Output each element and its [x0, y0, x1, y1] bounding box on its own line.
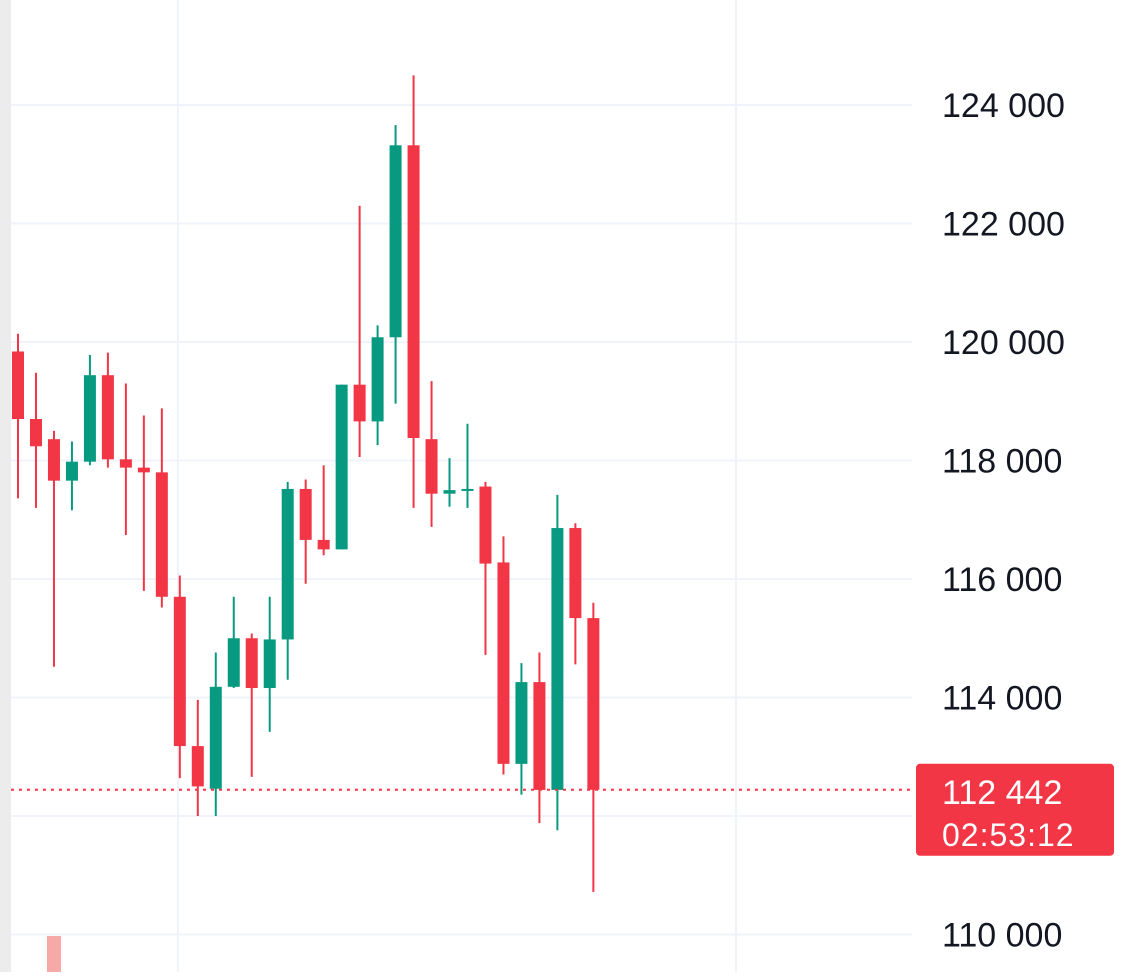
candle[interactable] — [65, 441, 78, 511]
candle[interactable] — [263, 596, 276, 732]
candle-body — [101, 375, 114, 460]
candle-body — [263, 639, 276, 689]
y-axis-tick-label: 120 000 — [942, 324, 1065, 362]
y-axis-tick-label: 124 000 — [942, 87, 1065, 125]
y-axis-tick-label: 110 000 — [942, 917, 1062, 955]
price-axis[interactable]: 124 000 122 000 120 000 118 000 116 000 114 0… — [942, 87, 1065, 955]
candle-body — [83, 375, 96, 462]
candle[interactable] — [209, 652, 222, 816]
candle-body — [479, 486, 492, 564]
candle[interactable] — [551, 494, 564, 831]
candle[interactable] — [353, 205, 366, 457]
y-axis-tick-label: 114 000 — [942, 680, 1062, 718]
candle-body — [515, 682, 528, 764]
candle[interactable] — [479, 481, 492, 655]
candle[interactable] — [407, 75, 420, 508]
candle-body — [299, 488, 312, 540]
candle[interactable] — [173, 575, 186, 779]
candle[interactable] — [317, 465, 330, 556]
volume-bars — [46, 936, 61, 972]
candle-body — [317, 539, 330, 550]
grid-lines — [11, 0, 912, 972]
candle-body — [119, 459, 132, 468]
candle[interactable] — [281, 481, 294, 680]
candles[interactable] — [12, 75, 600, 892]
candle-body — [281, 488, 294, 640]
price-badge-value: 112 442 — [942, 774, 1062, 812]
candle-body — [443, 490, 456, 494]
candle[interactable] — [12, 333, 24, 499]
candle[interactable] — [191, 699, 204, 816]
candle[interactable] — [533, 652, 546, 824]
candle[interactable] — [101, 352, 114, 468]
candle-body — [245, 638, 258, 689]
candle-body — [407, 145, 420, 438]
candle-body — [155, 472, 168, 597]
y-axis-tick-label: 116 000 — [942, 561, 1062, 599]
candle[interactable] — [335, 384, 348, 550]
y-axis-tick-label: 118 000 — [942, 443, 1062, 481]
candle-body — [173, 596, 186, 747]
candle[interactable] — [47, 430, 60, 667]
candle[interactable] — [569, 523, 582, 665]
candle-body — [29, 419, 42, 447]
candle-body — [389, 145, 402, 338]
candle-body — [191, 746, 204, 787]
candle-body — [47, 439, 60, 481]
price-badge-background — [916, 763, 1114, 856]
candle[interactable] — [245, 633, 258, 777]
candle[interactable] — [299, 479, 312, 584]
candle[interactable] — [29, 372, 42, 508]
candle-body — [425, 439, 438, 494]
candle-body — [551, 528, 564, 790]
candle[interactable] — [497, 536, 510, 775]
candle-body — [533, 682, 546, 790]
current-price-badge: 112 442 02:53:12 — [916, 763, 1114, 856]
candle[interactable] — [227, 596, 240, 689]
candle[interactable] — [389, 125, 402, 404]
candle-body — [353, 384, 366, 422]
candle[interactable] — [137, 415, 150, 591]
candle-body — [461, 488, 474, 491]
candle[interactable] — [371, 325, 384, 446]
candle[interactable] — [119, 383, 132, 536]
candle[interactable] — [587, 602, 600, 892]
candle[interactable] — [515, 663, 528, 795]
candle-body — [227, 638, 240, 687]
y-axis-tick-label: 122 000 — [942, 206, 1065, 244]
price-badge-countdown: 02:53:12 — [942, 817, 1075, 853]
candle[interactable] — [83, 355, 96, 466]
candle[interactable] — [443, 458, 456, 507]
volume-bar — [46, 936, 61, 972]
candle-body — [209, 686, 222, 789]
candle-body — [569, 528, 582, 619]
candle-body — [335, 384, 348, 550]
candle[interactable] — [155, 408, 168, 608]
left-panel-edge — [0, 0, 11, 972]
candle-body — [497, 562, 510, 764]
candle-body — [587, 618, 600, 790]
candle-body — [65, 461, 78, 481]
candle[interactable] — [461, 423, 474, 508]
candle-body — [12, 351, 24, 420]
candle-body — [371, 337, 384, 422]
candle-body — [137, 467, 150, 473]
candle[interactable] — [425, 381, 438, 527]
